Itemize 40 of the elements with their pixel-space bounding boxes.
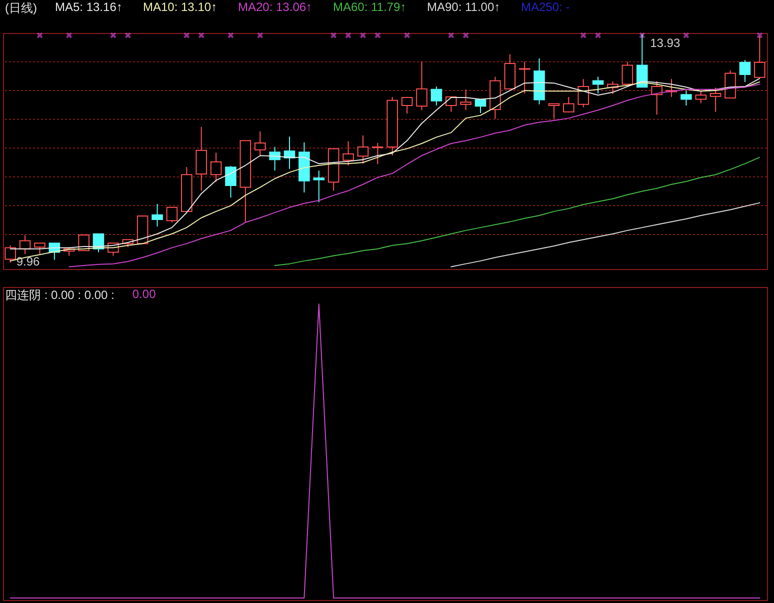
candlestick: [210, 152, 222, 183]
candlestick: [563, 96, 574, 112]
candlestick: [401, 96, 413, 114]
candlestick: [4, 244, 16, 264]
candlestick: [416, 61, 428, 111]
candlestick: [269, 146, 280, 172]
candlestick: [710, 87, 722, 112]
candlestick: [548, 103, 560, 120]
legend-label: MA250: -: [520, 0, 570, 14]
annotation: 13.93: [650, 36, 680, 50]
candlestick: [739, 60, 751, 82]
candlestick: [578, 78, 589, 108]
candlestick: [357, 134, 369, 164]
text: MA10: 13.10↑: [142, 0, 218, 14]
candlestick: [342, 140, 354, 166]
annotation: 9.96: [16, 254, 40, 269]
candlestick: [460, 88, 472, 111]
candlestick: [680, 90, 692, 106]
chart-title: 四连阴 : 0.00 : 0.00 :: [5, 288, 114, 302]
candlestick: [636, 34, 648, 88]
text: MA20: 13.06↑: [238, 0, 312, 14]
candlestick: [166, 206, 178, 223]
text: MA5: 13.16↑: [54, 0, 122, 14]
candlestick: [430, 86, 442, 106]
text: MA60: 11.79↑: [332, 0, 406, 14]
candlestick: [651, 80, 662, 116]
candlestick: [518, 61, 530, 94]
text: 0.00: [132, 287, 156, 301]
text: MA90: 11.00↑: [426, 0, 500, 14]
candlestick: [34, 242, 46, 255]
candlestick: [372, 142, 384, 165]
candlestick: [225, 165, 236, 198]
candlestick: [695, 90, 707, 104]
candlestick: [254, 130, 266, 156]
candlestick: [474, 99, 486, 114]
candlestick: [622, 61, 634, 85]
candlestick: [313, 170, 325, 203]
candlestick: [152, 203, 163, 227]
candlestick: [196, 126, 207, 192]
chart-title: (日线): [5, 1, 37, 15]
